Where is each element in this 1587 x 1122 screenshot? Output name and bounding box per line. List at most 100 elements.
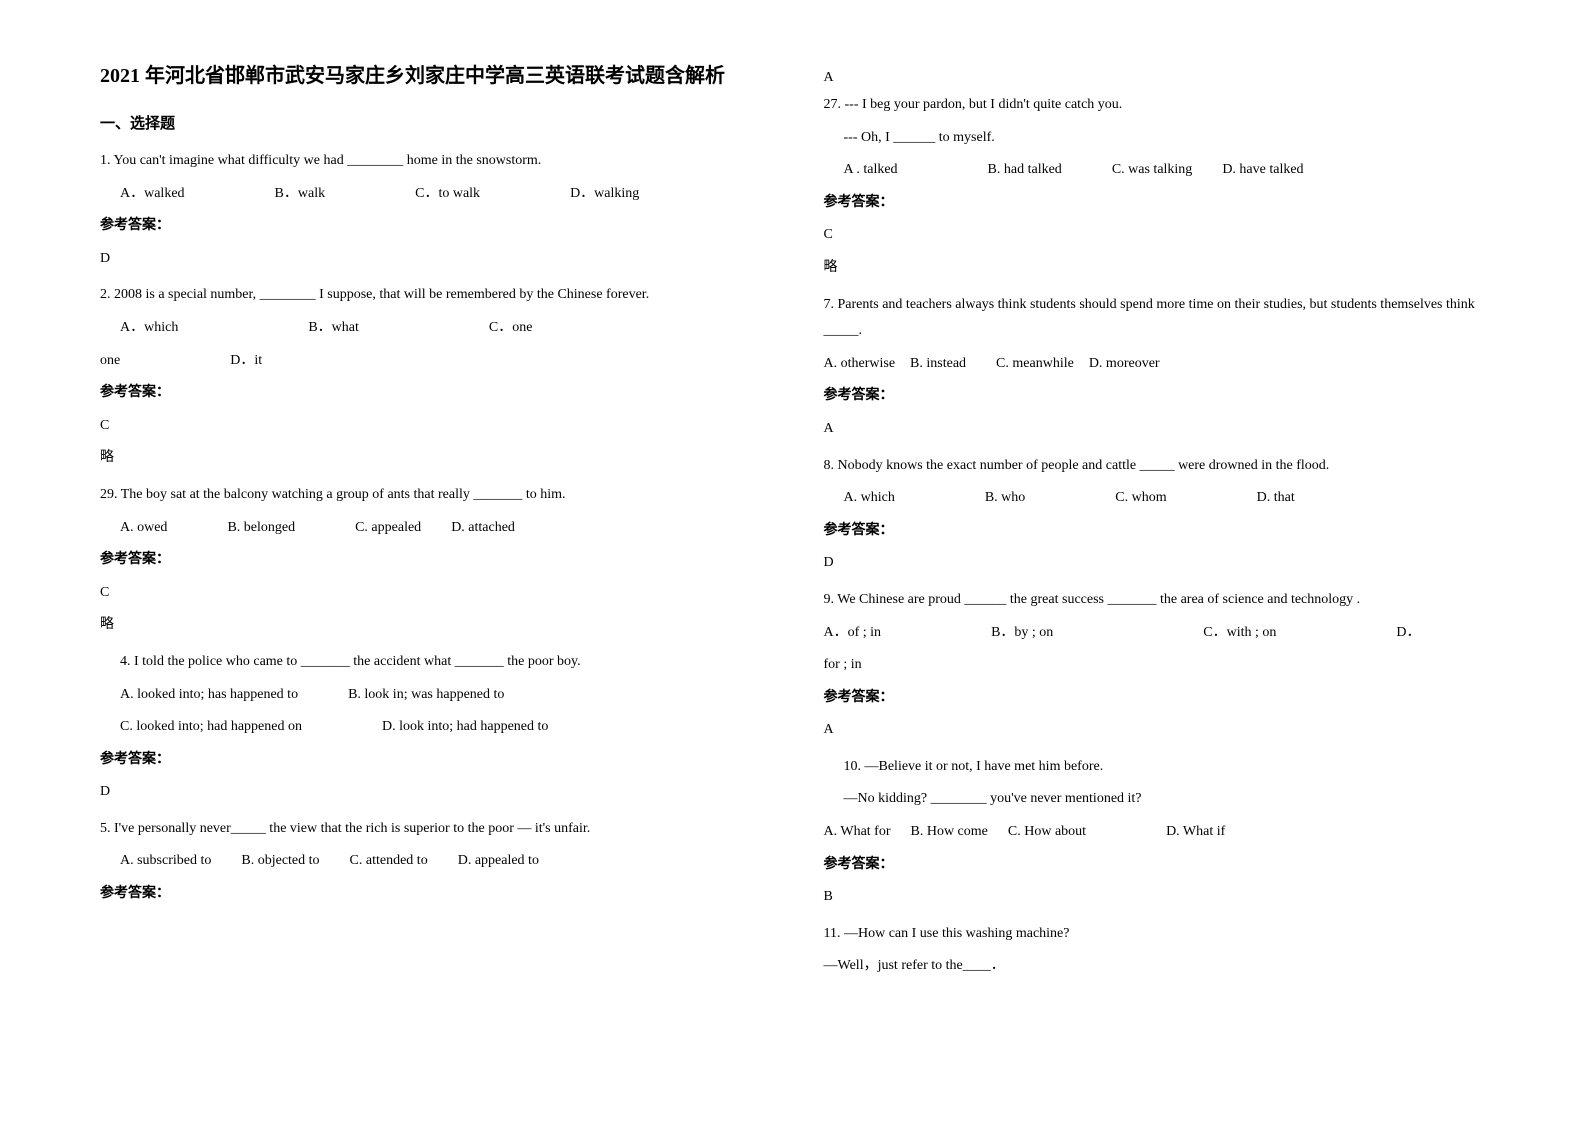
q10-opt-d: D. What if <box>1166 819 1225 846</box>
q1-opt-a: A．walked <box>120 181 185 208</box>
q10-text: 10. —Believe it or not, I have met him b… <box>824 754 1488 781</box>
section-1-head: 一、选择题 <box>100 112 764 133</box>
q4-opt-c: C. looked into; had happened on <box>120 714 302 741</box>
q6-ans-label: 参考答案： <box>824 190 1488 217</box>
q8-opt-b: B. who <box>985 485 1025 512</box>
q7-ans: A <box>824 416 1488 443</box>
q6-ans: C <box>824 222 1488 249</box>
q6-text: 27. --- I beg your pardon, but I didn't … <box>824 92 1488 119</box>
q2-ans: C <box>100 413 764 440</box>
q5-ans: A <box>824 70 1488 86</box>
q10-opt-a: A. What for <box>824 819 891 846</box>
q7-opt-b: B. instead <box>910 351 966 378</box>
q8-options: A. which B. who C. whom D. that <box>824 485 1488 512</box>
question-2: 2. 2008 is a special number, ________ I … <box>100 282 764 472</box>
q9-options-row2: for ; in <box>824 652 1488 679</box>
q5-options: A. subscribed to B. objected to C. atten… <box>100 848 764 875</box>
q9-options: A．of ; in B．by ; on C．with ; on D． <box>824 620 1488 647</box>
q11-text2: —Well，just refer to the____． <box>824 953 1488 980</box>
q9-ans: A <box>824 717 1488 744</box>
left-column: 2021 年河北省邯郸市武安马家庄乡刘家庄中学高三英语联考试题含解析 一、选择题… <box>100 60 764 990</box>
q2-ans-label: 参考答案： <box>100 380 764 407</box>
q10-opt-c: C. How about <box>1008 819 1086 846</box>
q7-opt-a: A. otherwise <box>824 351 896 378</box>
q3-opt-c: C. appealed <box>355 515 421 542</box>
q11-text: 11. —How can I use this washing machine? <box>824 921 1488 948</box>
q2-opt-c2: one <box>100 348 120 375</box>
q7-options: A. otherwise B. instead C. meanwhile D. … <box>824 351 1488 378</box>
q9-opt-b: B．by ; on <box>991 620 1053 647</box>
q7-opt-c: C. meanwhile <box>996 351 1074 378</box>
q5-opt-d: D. appealed to <box>458 848 539 875</box>
q6-opt-b: B. had talked <box>988 157 1062 184</box>
q4-ans-label: 参考答案： <box>100 747 764 774</box>
q3-text: 29. The boy sat at the balcony watching … <box>100 482 764 509</box>
q1-ans: D <box>100 246 764 273</box>
q2-note: 略 <box>100 445 764 472</box>
q1-options: A．walked B．walk C．to walk D．walking <box>100 181 764 208</box>
q5-text: 5. I've personally never_____ the view t… <box>100 816 764 843</box>
q3-note: 略 <box>100 612 764 639</box>
q8-opt-c: C. whom <box>1115 485 1166 512</box>
question-8: 8. Nobody knows the exact number of peop… <box>824 453 1488 577</box>
right-column: A 27. --- I beg your pardon, but I didn'… <box>824 60 1488 990</box>
q3-opt-d: D. attached <box>451 515 515 542</box>
q7-ans-label: 参考答案： <box>824 383 1488 410</box>
question-9: 9. We Chinese are proud ______ the great… <box>824 587 1488 744</box>
q3-options: A. owed B. belonged C. appealed D. attac… <box>100 515 764 542</box>
question-5: 5. I've personally never_____ the view t… <box>100 816 764 908</box>
question-11: 11. —How can I use this washing machine?… <box>824 921 1488 980</box>
q10-opt-b: B. How come <box>911 819 988 846</box>
q9-opt-a: A．of ; in <box>824 620 882 647</box>
exam-title: 2021 年河北省邯郸市武安马家庄乡刘家庄中学高三英语联考试题含解析 <box>100 60 764 92</box>
q10-ans: B <box>824 884 1488 911</box>
q4-options-row1: A. looked into; has happened to B. look … <box>100 682 764 709</box>
q6-opt-c: C. was talking <box>1112 157 1193 184</box>
q6-note: 略 <box>824 255 1488 282</box>
q1-opt-b: B．walk <box>275 181 326 208</box>
q3-opt-a: A. owed <box>120 515 167 542</box>
q9-opt-d-label: D． <box>1396 620 1420 647</box>
question-6: 27. --- I beg your pardon, but I didn't … <box>824 92 1488 282</box>
q6-opt-d: D. have talked <box>1222 157 1303 184</box>
q9-opt-c: C．with ; on <box>1203 620 1276 647</box>
q2-opt-b: B．what <box>308 315 359 342</box>
q2-opt-d: D．it <box>230 348 262 375</box>
question-4: 4. I told the police who came to _______… <box>100 649 764 806</box>
q6-opt-a: A . talked <box>844 157 898 184</box>
q8-opt-a: A. which <box>844 485 895 512</box>
q1-opt-c: C．to walk <box>415 181 480 208</box>
q6-options: A . talked B. had talked C. was talking … <box>824 157 1488 184</box>
q2-opt-a: A．which <box>120 315 178 342</box>
q8-text: 8. Nobody knows the exact number of peop… <box>824 453 1488 480</box>
q4-text: 4. I told the police who came to _______… <box>100 649 764 676</box>
question-1: 1. You can't imagine what difficulty we … <box>100 148 764 272</box>
q7-text: 7. Parents and teachers always think stu… <box>824 292 1488 345</box>
q4-ans: D <box>100 779 764 806</box>
q8-ans-label: 参考答案： <box>824 518 1488 545</box>
q5-opt-c: C. attended to <box>350 848 428 875</box>
q2-options: A．which B．what C．one <box>100 315 764 342</box>
q3-ans: C <box>100 580 764 607</box>
q1-ans-label: 参考答案： <box>100 213 764 240</box>
q9-text: 9. We Chinese are proud ______ the great… <box>824 587 1488 614</box>
q10-options: A. What for B. How come C. How about D. … <box>824 819 1488 846</box>
q9-opt-d: for ; in <box>824 652 862 679</box>
q6-text2: --- Oh, I ______ to myself. <box>824 125 1488 152</box>
q9-ans-label: 参考答案： <box>824 685 1488 712</box>
q2-options-2: one D．it <box>100 348 764 375</box>
question-10: 10. —Believe it or not, I have met him b… <box>824 754 1488 911</box>
q5-ans-label: 参考答案： <box>100 881 764 908</box>
question-3: 29. The boy sat at the balcony watching … <box>100 482 764 639</box>
q5-opt-b: B. objected to <box>241 848 319 875</box>
q3-opt-b: B. belonged <box>227 515 295 542</box>
q4-opt-a: A. looked into; has happened to <box>120 682 298 709</box>
question-7: 7. Parents and teachers always think stu… <box>824 292 1488 443</box>
q8-ans: D <box>824 550 1488 577</box>
q4-options-row2: C. looked into; had happened on D. look … <box>100 714 764 741</box>
q3-ans-label: 参考答案： <box>100 547 764 574</box>
q1-text: 1. You can't imagine what difficulty we … <box>100 148 764 175</box>
page-container: 2021 年河北省邯郸市武安马家庄乡刘家庄中学高三英语联考试题含解析 一、选择题… <box>100 60 1487 990</box>
q5-opt-a: A. subscribed to <box>120 848 211 875</box>
q4-opt-b: B. look in; was happened to <box>348 682 504 709</box>
